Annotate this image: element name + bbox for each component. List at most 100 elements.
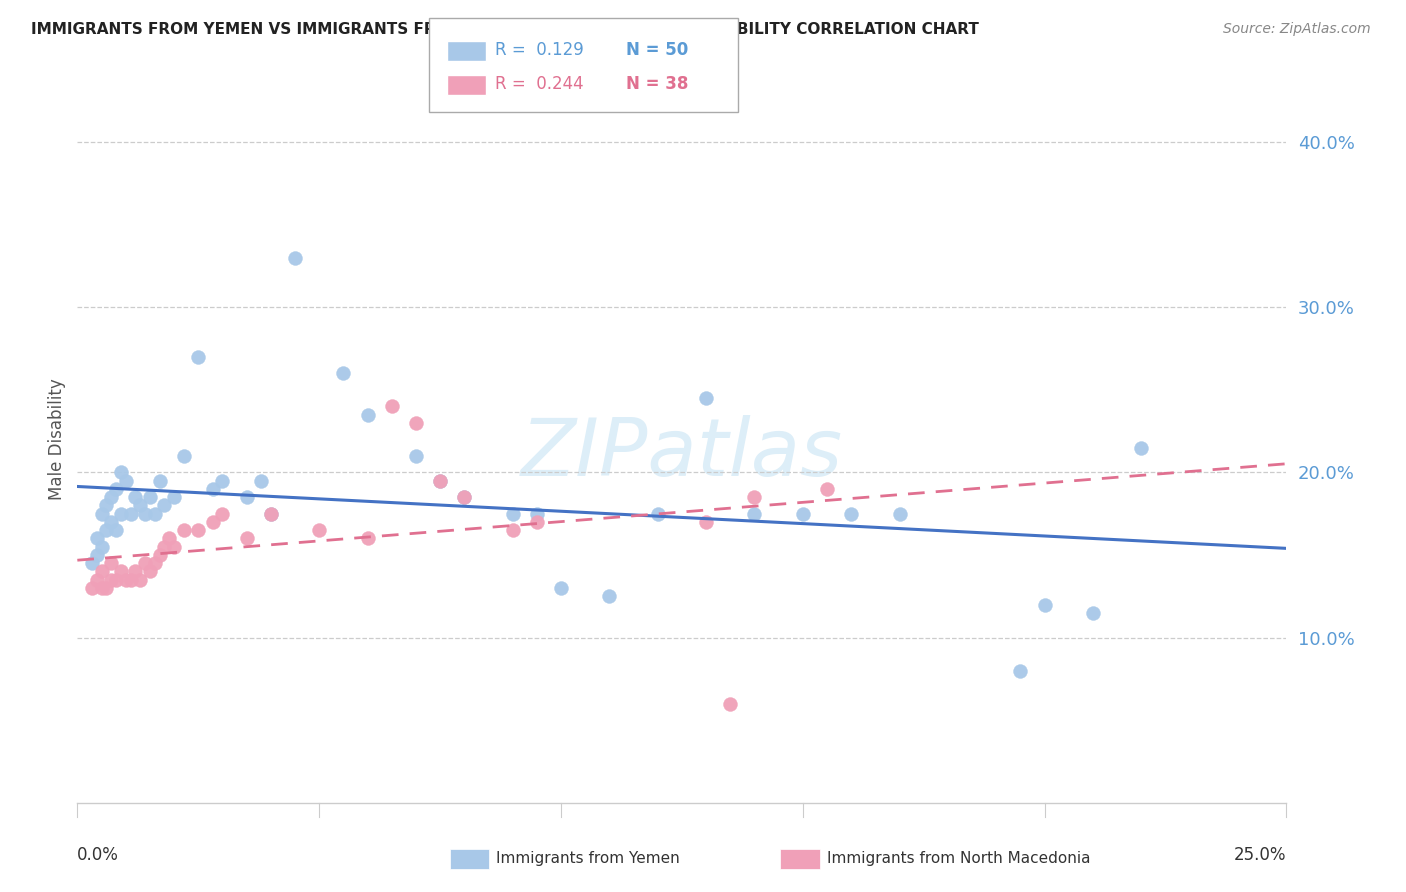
Point xyxy=(114,474,136,488)
Point xyxy=(139,565,162,579)
Point xyxy=(148,548,170,562)
Point xyxy=(96,499,118,513)
Point xyxy=(153,540,176,554)
Point xyxy=(187,523,209,537)
Point xyxy=(90,507,112,521)
Point xyxy=(90,565,112,579)
Point xyxy=(792,507,814,521)
Point xyxy=(96,581,118,595)
Point xyxy=(100,515,122,529)
Y-axis label: Male Disability: Male Disability xyxy=(48,378,66,500)
Point xyxy=(90,581,112,595)
Point xyxy=(356,532,378,546)
Point xyxy=(235,490,257,504)
Point xyxy=(157,532,180,546)
Point xyxy=(143,556,166,570)
Point xyxy=(134,556,156,570)
Point xyxy=(1130,441,1153,455)
Text: 0.0%: 0.0% xyxy=(77,847,120,864)
Point xyxy=(163,540,186,554)
Point xyxy=(356,408,378,422)
Point xyxy=(100,490,122,504)
Point xyxy=(143,507,166,521)
Point xyxy=(86,548,108,562)
Text: 25.0%: 25.0% xyxy=(1234,847,1286,864)
Point xyxy=(105,523,128,537)
Point xyxy=(744,490,766,504)
Point xyxy=(1033,598,1056,612)
Point xyxy=(405,416,427,430)
Point xyxy=(502,507,524,521)
Text: Immigrants from North Macedonia: Immigrants from North Macedonia xyxy=(827,851,1090,865)
Point xyxy=(429,474,451,488)
Point xyxy=(647,507,669,521)
Point xyxy=(211,507,233,521)
Point xyxy=(173,523,195,537)
Point xyxy=(453,490,475,504)
Point xyxy=(134,507,156,521)
Point xyxy=(129,499,152,513)
Point xyxy=(114,573,136,587)
Point xyxy=(86,573,108,587)
Point xyxy=(201,515,224,529)
Point xyxy=(110,466,132,480)
Text: Source: ZipAtlas.com: Source: ZipAtlas.com xyxy=(1223,22,1371,37)
Point xyxy=(550,581,572,595)
Point xyxy=(260,507,283,521)
Point xyxy=(148,474,170,488)
Point xyxy=(211,474,233,488)
Point xyxy=(105,573,128,587)
Point xyxy=(124,490,146,504)
Text: ZIPatlas: ZIPatlas xyxy=(520,415,844,493)
Point xyxy=(86,532,108,546)
Point xyxy=(526,515,548,529)
Point xyxy=(187,350,209,364)
Point xyxy=(381,399,404,413)
Point xyxy=(260,507,283,521)
Point xyxy=(453,490,475,504)
Point xyxy=(405,449,427,463)
Point xyxy=(284,251,307,265)
Text: R =  0.129: R = 0.129 xyxy=(495,41,583,59)
Point xyxy=(120,507,142,521)
Point xyxy=(839,507,862,521)
Point xyxy=(80,556,103,570)
Point xyxy=(139,490,162,504)
Point xyxy=(1010,664,1032,678)
Point xyxy=(889,507,911,521)
Point xyxy=(332,366,354,380)
Point xyxy=(153,499,176,513)
Point xyxy=(695,515,717,529)
Point xyxy=(429,474,451,488)
Point xyxy=(110,565,132,579)
Point xyxy=(163,490,186,504)
Point xyxy=(598,589,620,603)
Point xyxy=(96,523,118,537)
Text: N = 38: N = 38 xyxy=(626,75,688,93)
Point xyxy=(235,532,257,546)
Point xyxy=(308,523,330,537)
Point xyxy=(129,573,152,587)
Point xyxy=(173,449,195,463)
Text: N = 50: N = 50 xyxy=(626,41,688,59)
Point xyxy=(100,573,122,587)
Point xyxy=(100,556,122,570)
Point xyxy=(105,482,128,496)
Text: IMMIGRANTS FROM YEMEN VS IMMIGRANTS FROM NORTH MACEDONIA MALE DISABILITY CORRELA: IMMIGRANTS FROM YEMEN VS IMMIGRANTS FROM… xyxy=(31,22,979,37)
Point xyxy=(744,507,766,521)
Point xyxy=(201,482,224,496)
Point xyxy=(90,540,112,554)
Point xyxy=(502,523,524,537)
Point xyxy=(250,474,273,488)
Text: Immigrants from Yemen: Immigrants from Yemen xyxy=(496,851,681,865)
Point xyxy=(1081,606,1104,620)
Point xyxy=(110,507,132,521)
Point xyxy=(695,391,717,405)
Point xyxy=(120,573,142,587)
Text: R =  0.244: R = 0.244 xyxy=(495,75,583,93)
Point xyxy=(815,482,838,496)
Point xyxy=(124,565,146,579)
Point xyxy=(80,581,103,595)
Point xyxy=(718,697,741,711)
Point xyxy=(526,507,548,521)
